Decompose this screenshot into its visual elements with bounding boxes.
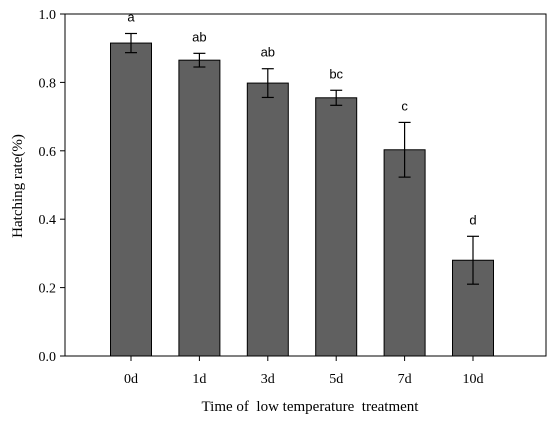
y-axis-title: Hatching rate(%) [10, 134, 26, 238]
y-tick-label: 0.6 [39, 145, 57, 160]
significance-label: ab [192, 29, 206, 44]
bar [246, 82, 289, 357]
x-tick-label: 0d [124, 372, 138, 387]
x-tick-label: 7d [398, 372, 412, 387]
significance-label: bc [329, 66, 343, 81]
x-tick-label: 10d [463, 372, 484, 387]
bar [110, 42, 152, 357]
y-tick-label: 0.8 [39, 76, 57, 91]
bar [383, 149, 426, 357]
y-tick-label: 0.4 [39, 213, 57, 228]
significance-label: a [127, 9, 135, 24]
significance-label: ab [261, 45, 275, 60]
x-axis-title: Time of low temperature treatment [202, 399, 420, 415]
plot-area: 0.0 0.2 0.4 0.6 0.8 1.0 a 0d ab 1d ab 3d bc 5d c 7d d 10d [39, 8, 547, 387]
y-tick-label: 1.0 [39, 8, 57, 23]
significance-label: c [401, 98, 408, 113]
significance-label: d [469, 212, 476, 227]
y-tick-label: 0.2 [39, 282, 57, 297]
y-tick-label: 0.0 [39, 350, 57, 365]
x-tick-label: 5d [329, 372, 343, 387]
x-tick-label: 3d [261, 372, 275, 387]
bar [178, 59, 221, 357]
bar [315, 97, 358, 357]
plot-frame [64, 13, 547, 357]
x-tick-label: 1d [192, 372, 206, 387]
